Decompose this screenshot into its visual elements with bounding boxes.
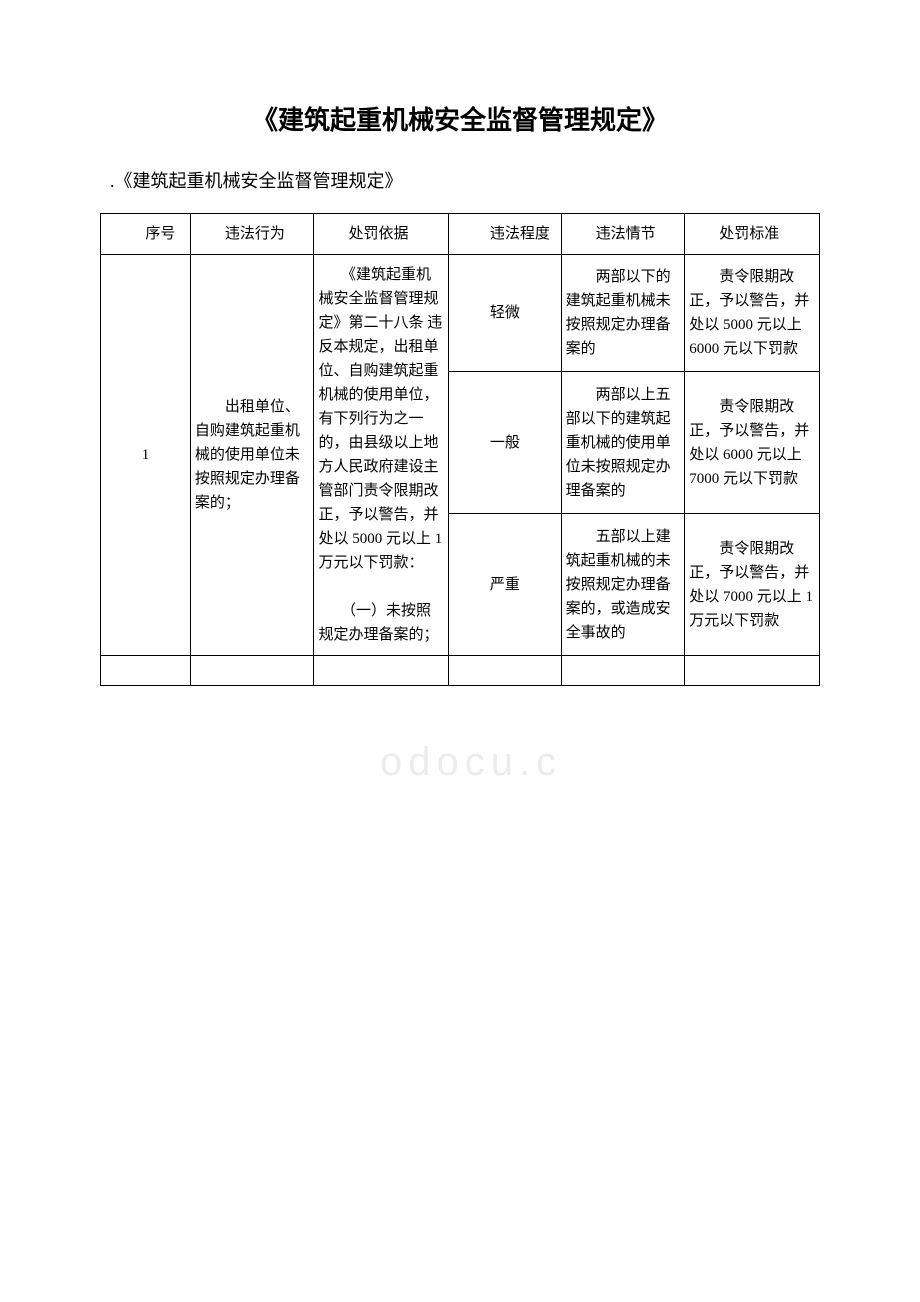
empty-cell (314, 656, 449, 686)
header-circ: 违法情节 (561, 214, 685, 255)
cell-standard-normal: 责令限期改正，予以警告，并处以 6000 元以上 7000 元以下罚款 (685, 372, 820, 514)
document-title: 《建筑起重机械安全监督管理规定》 (100, 100, 820, 137)
header-basis: 处罚依据 (314, 214, 449, 255)
empty-cell (449, 656, 561, 686)
table-header-row: 序号 违法行为 处罚依据 违法程度 违法情节 处罚标准 (101, 214, 820, 255)
cell-standard-severe: 责令限期改正，予以警告，并处以 7000 元以上 1 万元以下罚款 (685, 514, 820, 656)
cell-standard-minor: 责令限期改正，予以警告，并处以 5000 元以上 6000 元以下罚款 (685, 255, 820, 372)
regulation-table: 序号 违法行为 处罚依据 违法程度 违法情节 处罚标准 1 出租单位、自购建筑起… (100, 213, 820, 686)
empty-cell (561, 656, 685, 686)
document-subtitle: .《建筑起重机械安全监督管理规定》 (100, 167, 820, 193)
empty-cell (101, 656, 191, 686)
cell-degree-normal: 一般 (449, 372, 561, 514)
cell-degree-minor: 轻微 (449, 255, 561, 372)
header-seq: 序号 (101, 214, 191, 255)
cell-circ-severe: 五部以上建筑起重机械的未按照规定办理备案的，或造成安全事故的 (561, 514, 685, 656)
cell-circ-normal: 两部以上五部以下的建筑起重机械的使用单位未按照规定办理备案的 (561, 372, 685, 514)
empty-cell (190, 656, 314, 686)
cell-circ-minor: 两部以下的建筑起重机械未按照规定办理备案的 (561, 255, 685, 372)
header-standard: 处罚标准 (685, 214, 820, 255)
header-behavior: 违法行为 (190, 214, 314, 255)
page-container: odocu.c 《建筑起重机械安全监督管理规定》 .《建筑起重机械安全监督管理规… (100, 100, 820, 686)
table-row: 1 出租单位、自购建筑起重机械的使用单位未按照规定办理备案的； 《建筑起重机械安… (101, 255, 820, 372)
table-row-empty (101, 656, 820, 686)
cell-basis: 《建筑起重机械安全监督管理规定》第二十八条 违反本规定，出租单位、自购建筑起重机… (314, 255, 449, 656)
cell-degree-severe: 严重 (449, 514, 561, 656)
cell-seq: 1 (101, 255, 191, 656)
empty-cell (685, 656, 820, 686)
header-degree: 违法程度 (449, 214, 561, 255)
cell-behavior: 出租单位、自购建筑起重机械的使用单位未按照规定办理备案的； (190, 255, 314, 656)
watermark-text: odocu.c (380, 740, 562, 785)
